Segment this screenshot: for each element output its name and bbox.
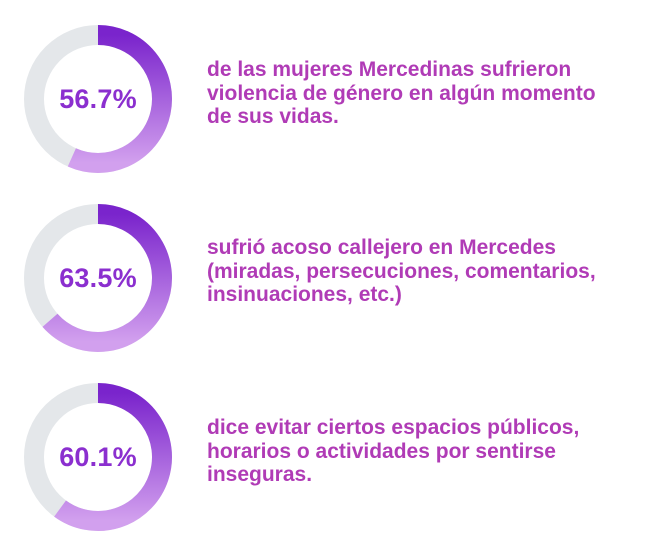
donut-chart: 60.1% <box>20 379 176 535</box>
stat-street-harassment: 63.5% sufrió acoso callejero en Mercedes… <box>0 200 648 360</box>
stat-value: 56.7% <box>59 84 137 114</box>
stat-violence: 56.7% de las mujeres Mercedinas sufriero… <box>0 21 648 181</box>
stat-description: sufrió acoso callejero en Mercedes (mira… <box>207 236 596 306</box>
donut-arc <box>42 204 172 352</box>
donut-svg <box>24 25 172 173</box>
stat-avoid-spaces: 60.1% dice evitar ciertos espacios públi… <box>0 379 648 539</box>
stat-value: 63.5% <box>59 263 137 293</box>
stat-description: dice evitar ciertos espacios públicos, h… <box>207 416 580 486</box>
donut-chart: 63.5% <box>20 200 176 356</box>
donut-svg <box>24 204 172 352</box>
stat-value: 60.1% <box>59 442 137 472</box>
donut-arc <box>67 25 172 173</box>
donut-chart: 56.7% <box>20 21 176 177</box>
stat-description: de las mujeres Mercedinas sufrieron viol… <box>207 58 596 128</box>
donut-svg <box>24 383 172 531</box>
donut-arc <box>54 383 172 531</box>
